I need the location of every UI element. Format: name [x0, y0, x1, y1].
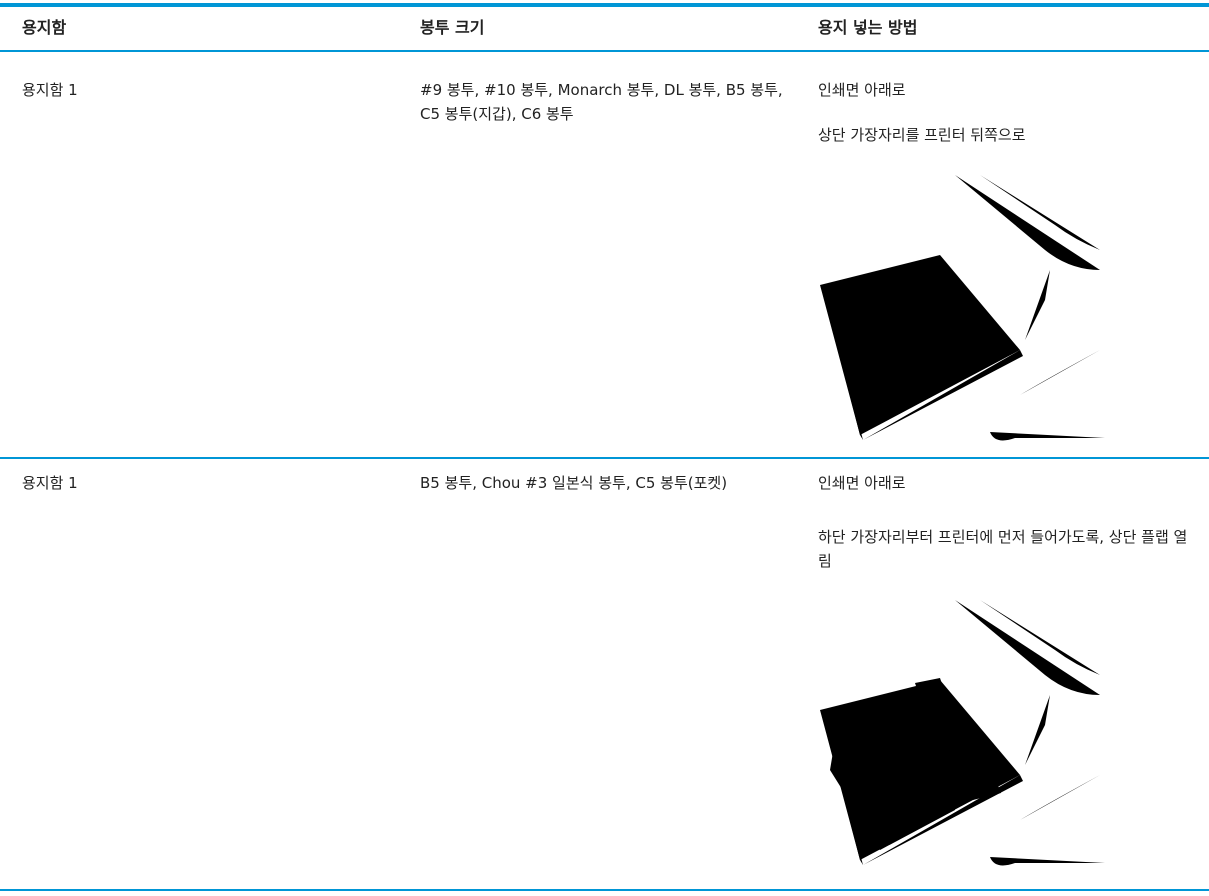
size-cell: #9 봉투, #10 봉투, Monarch 봉투, DL 봉투, B5 봉투,… [420, 81, 783, 123]
bottom-rule [0, 889, 1209, 891]
tray-cell: 용지함 1 [22, 474, 78, 492]
instruction: 인쇄면 아래로 [818, 474, 906, 492]
size-cell: B5 봉투, Chou #3 일본식 봉투, C5 봉투(포켓) [420, 474, 728, 492]
loading-illustration [820, 175, 1105, 441]
tray-cell: 용지함 1 [22, 81, 78, 99]
row-rule [0, 457, 1209, 459]
loading-illustration [820, 600, 1105, 866]
header-rule [0, 50, 1209, 52]
instruction: 인쇄면 아래로 [818, 81, 906, 99]
header-cell: 용지 넣는 방법 [818, 18, 918, 37]
header-cell: 봉투 크기 [420, 18, 485, 37]
instruction: 하단 가장자리부터 프린터에 먼저 들어가도록, 상단 플랩 열림 [818, 528, 1188, 570]
top-rule [0, 3, 1209, 7]
instruction: 상단 가장자리를 프린터 뒤쪽으로 [818, 126, 1026, 144]
header-cell: 용지함 [22, 18, 67, 37]
